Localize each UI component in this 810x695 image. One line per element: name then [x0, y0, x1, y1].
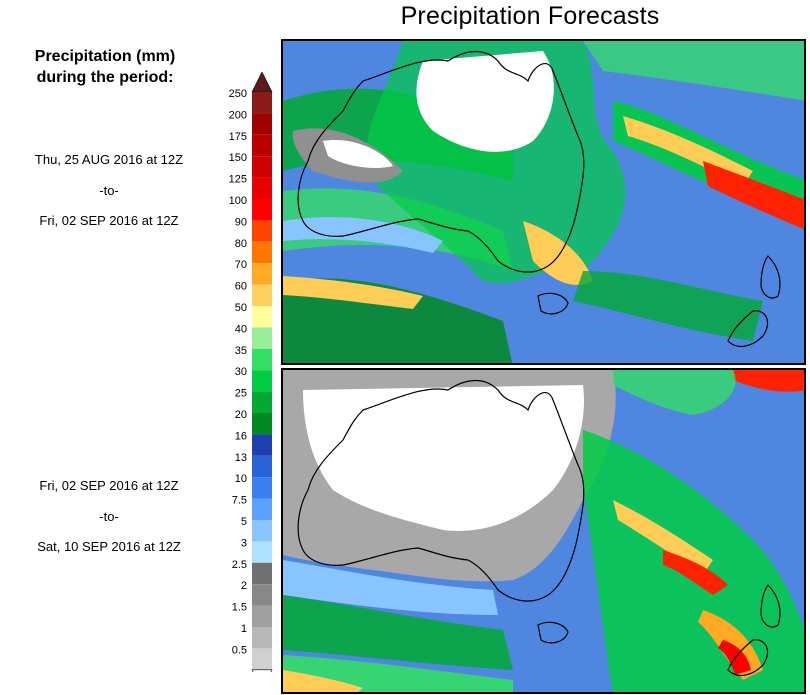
colorbar-swatch [252, 306, 272, 328]
colorbar-swatch [252, 498, 272, 520]
legend-heading-line2: during the period: [36, 69, 174, 86]
colorbar-swatch [252, 584, 272, 606]
colorbar-swatch [252, 413, 272, 435]
colorbar-swatch [252, 177, 272, 199]
colorbar-swatch [252, 92, 272, 114]
colorbar-tick-label: 70 [235, 259, 247, 271]
colorbar-tick-label: 2.5 [232, 559, 247, 571]
precipitation-colorbar: 2502001751501251009080706050403530252016… [229, 72, 273, 672]
colorbar-tick-label: 60 [235, 281, 247, 293]
colorbar-swatch [252, 605, 272, 627]
coastline-2 [297, 380, 781, 677]
colorbar-tick-label: 1 [241, 623, 247, 635]
colorbar-tick-label: 200 [229, 109, 247, 121]
colorbar-tick-label: 150 [229, 152, 247, 164]
colorbar-swatch [252, 113, 272, 135]
colorbar-swatch [252, 627, 272, 649]
colorbar-tick-label: 20 [235, 409, 247, 421]
colorbar-swatch [252, 327, 272, 349]
colorbar-tick-label: 2 [241, 580, 247, 592]
colorbar-swatch [252, 541, 272, 563]
legend-heading-line1: Precipitation (mm) [34, 48, 176, 65]
colorbar-tick-label: 80 [235, 238, 247, 250]
period-1-end: Fri, 02 SEP 2016 at 12Z [39, 213, 179, 228]
forecast-map-period-2 [281, 368, 806, 694]
coastline-1 [297, 51, 781, 348]
colorbar-tick-label: 175 [229, 131, 247, 143]
colorbar-tick-label: 40 [235, 323, 247, 335]
colorbar-tick-label: 50 [235, 302, 247, 314]
colorbar-tick-label: 13 [235, 452, 247, 464]
period-2-end: Sat, 10 SEP 2016 at 12Z [37, 539, 181, 554]
colorbar-tick-label: 1.5 [232, 602, 247, 614]
colorbar-bottom-cap [251, 669, 273, 672]
forecast-map-2-svg [283, 370, 804, 692]
precip-field-1 [283, 41, 804, 363]
colorbar-top-cap [251, 72, 273, 93]
colorbar-tick-label: 100 [229, 195, 247, 207]
colorbar-swatch [252, 562, 272, 585]
colorbar-swatch [252, 477, 272, 499]
colorbar-tick-label: 7.5 [232, 495, 247, 507]
colorbar-tick-label: 16 [235, 430, 247, 442]
colorbar-swatch [252, 134, 272, 157]
colorbar-tick-label: 125 [229, 174, 247, 186]
colorbar-swatch [252, 434, 272, 456]
colorbar-swatch [252, 520, 272, 542]
colorbar-swatch [252, 284, 272, 306]
colorbar-tick-label: 10 [235, 473, 247, 485]
colorbar-tick-label: 5 [241, 516, 247, 528]
colorbar-tick-label: 3 [241, 537, 247, 549]
colorbar-swatch [252, 348, 272, 371]
legend-heading: Precipitation (mm) during the period: [10, 46, 200, 88]
colorbar-tick-label: 25 [235, 388, 247, 400]
page-title: Precipitation Forecasts [400, 2, 660, 30]
colorbar-tick-label: 0.5 [232, 644, 247, 656]
period-1-to: -to- [99, 183, 119, 198]
colorbar-swatch [252, 370, 272, 392]
precip-field-2 [283, 370, 804, 692]
colorbar-swatch [252, 455, 272, 478]
period-1-start: Thu, 25 AUG 2016 at 12Z [34, 152, 184, 167]
forecast-map-period-1 [281, 39, 806, 365]
colorbar-swatch [252, 156, 272, 178]
colorbar-tick-label: 30 [235, 366, 247, 378]
colorbar-swatch [252, 220, 272, 242]
period-2-to: -to- [99, 509, 119, 524]
colorbar-swatch [252, 263, 272, 285]
period-2-start: Fri, 02 SEP 2016 at 12Z [39, 478, 179, 493]
colorbar-tick-label: 250 [229, 88, 247, 100]
colorbar-swatch [252, 199, 272, 221]
forecast-map-1-svg [283, 41, 804, 363]
colorbar-swatch [252, 648, 272, 670]
colorbar-tick-label: 90 [235, 216, 247, 228]
colorbar-tick-label: 35 [235, 345, 247, 357]
colorbar-swatch [252, 241, 272, 264]
colorbar-swatch [252, 391, 272, 413]
